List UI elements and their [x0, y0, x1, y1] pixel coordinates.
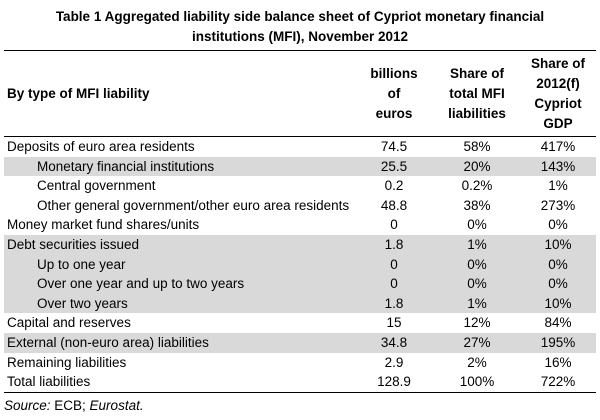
row-value: 1.8 [384, 236, 404, 252]
row-label: Capital and reserves [7, 315, 131, 331]
row-value: 27% [463, 334, 491, 350]
row-label: Debt securities issued [7, 236, 140, 252]
row-value: 0 [390, 217, 398, 233]
row-value: 1% [548, 178, 568, 194]
row-value: 15 [386, 315, 402, 331]
table-row: Up to one year 0 0% 0% [4, 254, 596, 275]
table-row: Debt securities issued 1.8 1% 10% [4, 234, 596, 255]
row-value: 0% [548, 276, 568, 292]
row-value: 84% [544, 315, 572, 331]
table-row: Other general government/other euro area… [4, 196, 596, 216]
row-value: 417% [540, 139, 576, 154]
table-title-line2: institutions (MFI), November 2012 [191, 29, 409, 44]
row-value: 722% [520, 372, 596, 393]
row-label: Total liabilities [4, 372, 354, 393]
table-body: Deposits of euro area residents 74.5 58% 41… [4, 137, 596, 393]
source-label: Source: [4, 397, 51, 413]
table-title-line1: Table 1 Aggregated liability side balanc… [55, 9, 545, 24]
row-label: Central government [37, 178, 156, 194]
row-value: 0 [390, 276, 398, 292]
header-share-of-gdp: Share of 2012(f) Cypriot GDP [520, 51, 596, 137]
row-label: External (non-euro area) liabilities [7, 334, 209, 350]
row-value: 12% [463, 315, 491, 331]
source-eurostat: Eurostat. [89, 397, 144, 413]
row-value: 0.2 [384, 178, 404, 194]
row-value: 16% [544, 354, 572, 370]
row-value: 34.8 [380, 334, 408, 350]
row-value: 0% [467, 276, 487, 292]
table-row: Monetary financial institutions 25.5 20% 14… [4, 156, 596, 177]
table-title: Table 1 Aggregated liability side balanc… [0, 0, 600, 47]
header-row: By type of MFI liability billions of eur… [4, 51, 596, 137]
row-value: 58% [463, 139, 491, 154]
row-label: Other general government/other euro area… [37, 197, 350, 213]
row-value: 0 [390, 256, 398, 272]
row-value: 0% [548, 256, 568, 272]
row-value: 2% [467, 354, 487, 370]
row-value: 38% [463, 197, 491, 213]
row-value: 20% [463, 158, 491, 174]
table-header: By type of MFI liability billions of eur… [4, 51, 596, 137]
table-row: Total liabilities 128.9 100% 722% [4, 372, 596, 393]
row-value: 0% [548, 217, 568, 233]
liability-table: By type of MFI liability billions of eur… [4, 51, 596, 393]
table-row: Over two years 1.8 1% 10% [4, 293, 596, 314]
row-value: 273% [540, 197, 576, 213]
row-value: 1% [467, 295, 487, 311]
row-value: 10% [544, 295, 572, 311]
row-label: Up to one year [37, 256, 126, 272]
row-value: 1.8 [384, 295, 404, 311]
row-value: 0% [467, 217, 487, 233]
row-value: 25.5 [380, 158, 408, 174]
row-value: 0.2% [461, 178, 493, 194]
row-label: Monetary financial institutions [37, 158, 215, 174]
row-label: Over one year and up to two years [37, 276, 245, 292]
row-value: 48.8 [380, 197, 408, 213]
row-label: Over two years [37, 295, 128, 311]
table-row: Deposits of euro area residents 74.5 58% 41… [4, 137, 596, 157]
table-row: Over one year and up to two years 0 0% 0% [4, 274, 596, 294]
row-value: 100% [434, 372, 520, 393]
row-value: 1% [467, 236, 487, 252]
header-share-of-total: Share of total MFI liabilities [434, 51, 520, 137]
row-value: 74.5 [380, 139, 408, 154]
row-value: 10% [544, 236, 572, 252]
row-value: 128.9 [354, 372, 434, 393]
table-row: Remaining liabilities 2.9 2% 16% [4, 353, 596, 373]
source-text: ECB; [50, 397, 90, 413]
row-value: 2.9 [384, 354, 404, 370]
row-label: Remaining liabilities [7, 354, 127, 370]
row-value: 143% [540, 158, 576, 174]
header-by-type: By type of MFI liability [4, 51, 354, 137]
row-label: Money market fund shares/units [7, 217, 200, 233]
row-value: 195% [540, 334, 576, 350]
row-value: 0% [467, 256, 487, 272]
row-label: Deposits of euro area residents [7, 139, 195, 154]
table-row: External (non-euro area) liabilities 34.8… [4, 332, 596, 353]
table-row: Central government 0.2 0.2% 1% [4, 176, 596, 196]
source-note: Source: ECB; Eurostat. [4, 397, 596, 414]
table-row: Capital and reserves 15 12% 84% [4, 313, 596, 333]
header-billions-of-euros: billions of euros [354, 51, 434, 137]
title-rule [4, 50, 596, 51]
table-row: Money market fund shares/units 0 0% 0% [4, 215, 596, 235]
